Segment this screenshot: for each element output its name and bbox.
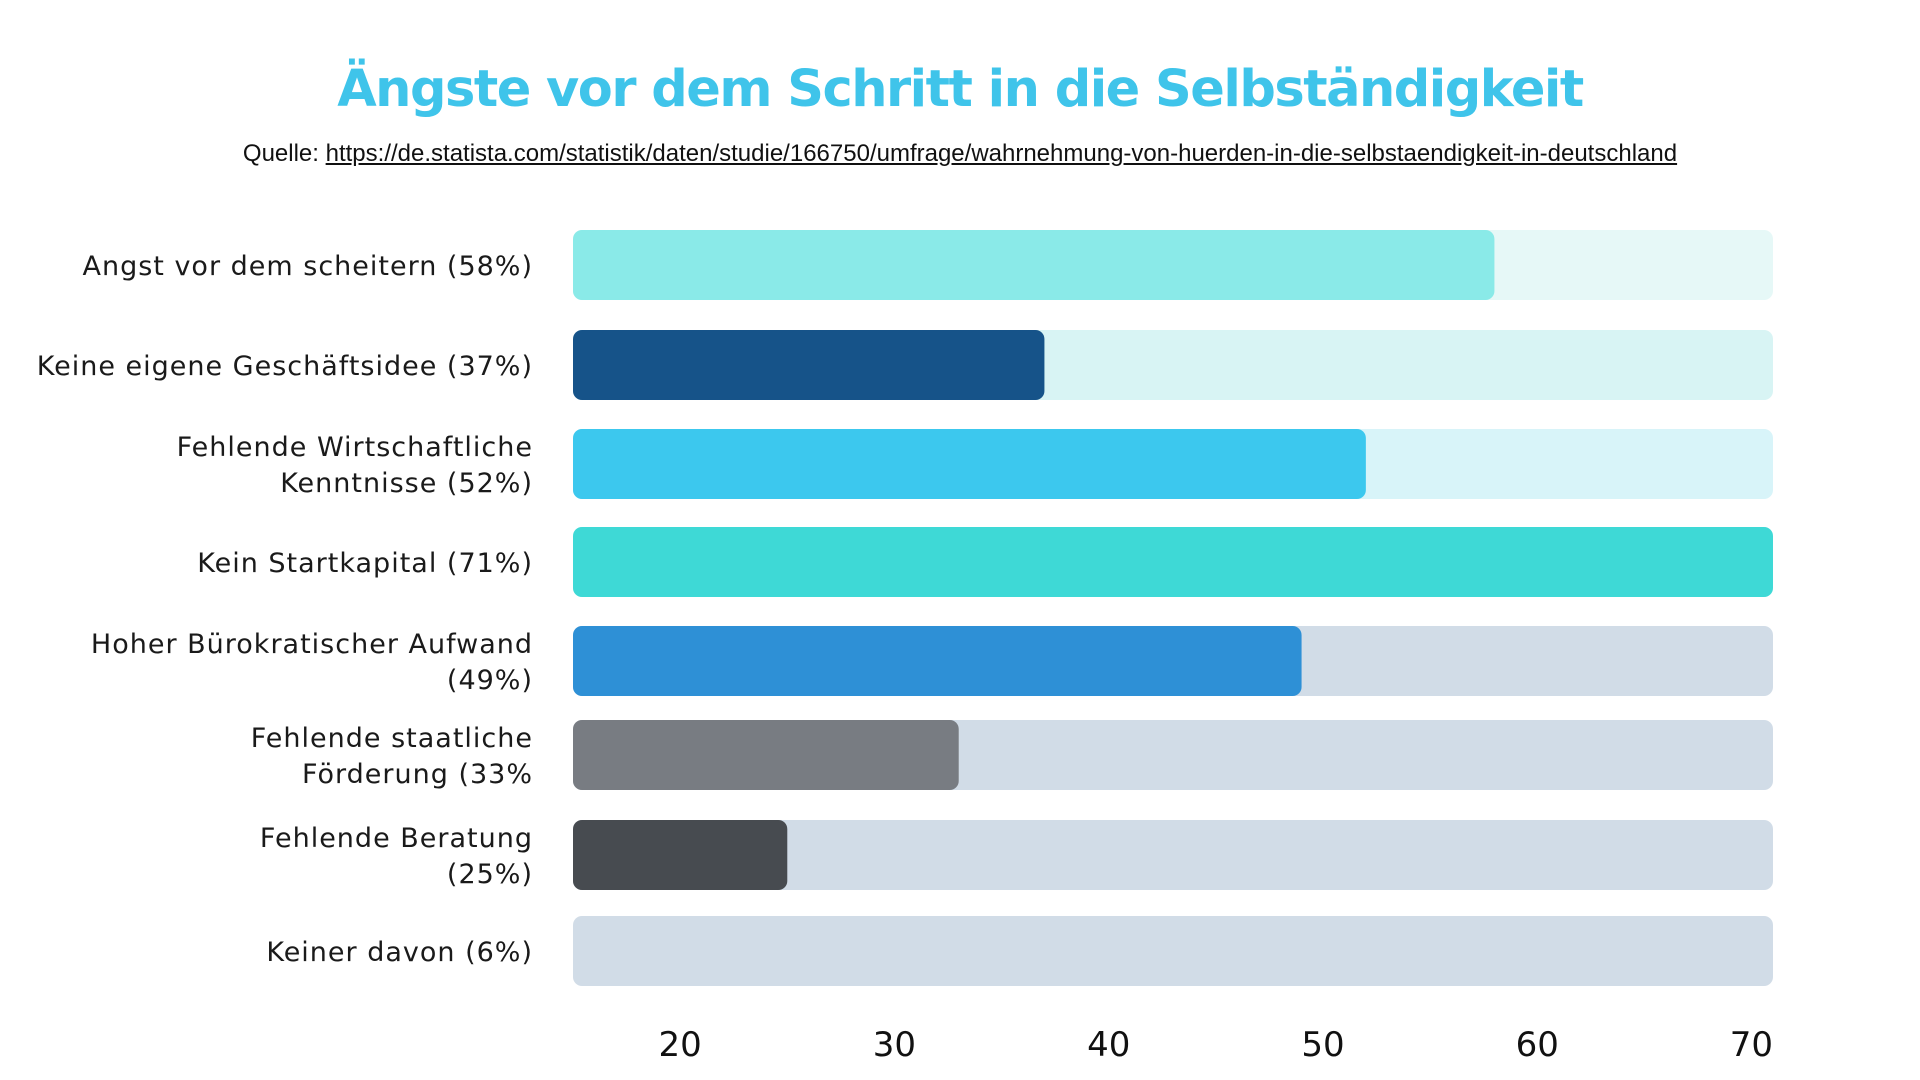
x-tick-label: 50 — [1301, 1025, 1344, 1065]
category-label: Angst vor dem scheitern (58%) — [82, 251, 533, 282]
source-link[interactable]: https://de.statista.com/statistik/daten/… — [325, 140, 1678, 167]
x-tick-label: 20 — [659, 1025, 702, 1065]
bar — [573, 527, 1773, 597]
bar-track — [573, 916, 1773, 986]
bar — [573, 626, 1302, 696]
chart-title: Ängste vor dem Schritt in die Selbständi… — [337, 60, 1584, 119]
category-label: Keiner davon (6%) — [266, 937, 533, 968]
source-prefix: Quelle: — [242, 140, 326, 167]
category-labels: Angst vor dem scheitern (58%) Keine eigen… — [37, 251, 533, 968]
source-line: Quelle: https://de.statista.com/statisti… — [0, 140, 1920, 168]
x-tick-label: 60 — [1516, 1025, 1559, 1065]
category-label: Hoher Bürokratischer Aufwand (49%) — [91, 629, 533, 696]
category-label: Keine eigene Geschäftsidee (37%) — [37, 351, 533, 382]
bar — [573, 429, 1366, 499]
bar — [573, 820, 788, 890]
bar — [573, 330, 1045, 400]
x-axis-ticks: 20 30 40 50 60 70 — [659, 1025, 1773, 1065]
bar-track — [573, 820, 1773, 890]
bar — [573, 720, 959, 790]
x-tick-label: 30 — [873, 1025, 916, 1065]
bar — [573, 230, 1495, 300]
category-label: Fehlende Wirtschaftliche Kenntnisse (52%) — [177, 432, 533, 499]
category-label: Fehlende Beratung (25%) — [260, 823, 533, 890]
x-tick-label: 70 — [1730, 1025, 1773, 1065]
category-label: Kein Startkapital (71%) — [197, 548, 533, 579]
category-label: Fehlende staatliche Förderung (33% — [251, 723, 533, 790]
x-tick-label: 40 — [1087, 1025, 1130, 1065]
bars — [573, 230, 1773, 890]
